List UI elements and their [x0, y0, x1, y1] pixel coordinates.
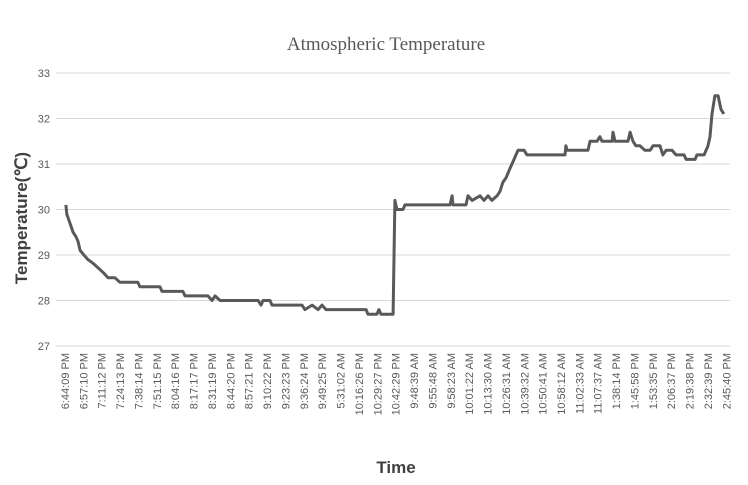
chart-title: Atmospheric Temperature	[287, 34, 485, 55]
y-tick-label: 28	[38, 296, 50, 308]
y-tick-labels: 27 28 29 30 31 32 33	[38, 68, 50, 353]
y-tick-label: 31	[38, 159, 50, 171]
x-tick-label: 6:44:09 PM	[60, 353, 72, 409]
x-tick-label: 10:50:41 AM	[538, 353, 550, 415]
y-tick-label: 33	[38, 68, 50, 80]
y-tick-label: 32	[38, 114, 50, 126]
x-tick-label: 6:57:10 PM	[78, 353, 90, 409]
y-tick-label: 27	[38, 341, 50, 353]
x-tick-label: 2:45:40 PM	[721, 353, 733, 409]
x-tick-label: 5:31:02 AM	[336, 353, 348, 409]
x-tick-label: 11:02:33 AM	[574, 353, 586, 414]
x-tick-label: 10:29:27 PM	[372, 353, 384, 415]
x-tick-label: 10:01:22 AM	[464, 353, 476, 415]
x-tick-label: 10:13:30 AM	[483, 353, 495, 415]
x-tick-label: 9:10:22 PM	[262, 353, 274, 409]
x-tick-label: 8:04:16 PM	[170, 353, 182, 409]
x-tick-label: 9:58:23 AM	[446, 353, 458, 409]
x-tick-label: 8:31:19 PM	[207, 353, 219, 409]
x-tick-label: 10:42:29 PM	[391, 353, 403, 415]
x-tick-label: 7:24:13 PM	[115, 353, 127, 409]
x-tick-label: 9:23:23 PM	[280, 353, 292, 409]
x-tick-label: 2:06:37 PM	[666, 353, 678, 409]
temperature-series-line	[64, 94, 726, 316]
x-axis-title: Time	[376, 458, 415, 477]
x-tick-label: 7:11:12 PM	[97, 353, 109, 408]
x-tick-label: 2:32:39 PM	[703, 353, 715, 409]
x-tick-label: 11:07:37 AM	[593, 353, 605, 414]
x-tick-label: 9:36:24 PM	[299, 353, 311, 409]
x-tick-label: 2:19:38 PM	[685, 353, 697, 409]
x-tick-label: 1:38:14 PM	[611, 353, 623, 409]
x-tick-label: 1:53:35 PM	[648, 353, 660, 409]
x-tick-label: 1:45:58 PM	[629, 353, 641, 409]
x-tick-labels: 6:44:09 PM 6:57:10 PM 7:11:12 PM 7:24:13 PM…	[60, 353, 733, 415]
x-tick-label: 8:57:21 PM	[244, 353, 256, 409]
y-tick-label: 30	[38, 205, 50, 217]
x-tick-label: 7:51:15 PM	[152, 353, 164, 409]
x-tick-label: 10:26:31 AM	[501, 353, 513, 415]
x-tick-label: 8:44:20 PM	[225, 353, 237, 409]
x-tick-label: 9:49:25 PM	[317, 353, 329, 409]
x-tick-label: 9:48:39 AM	[409, 353, 421, 409]
y-axis-title: Temperature(℃)	[12, 152, 31, 284]
x-tick-label: 10:16:26 PM	[354, 353, 366, 415]
x-tick-label: 10:58:12 AM	[556, 353, 568, 415]
x-tick-label: 8:17:17 PM	[189, 353, 201, 409]
x-tick-label: 10:39:32 AM	[519, 353, 531, 415]
y-tick-label: 29	[38, 250, 50, 262]
x-tick-label: 9:55:48 AM	[427, 353, 439, 409]
x-tick-label: 7:38:14 PM	[133, 353, 145, 409]
